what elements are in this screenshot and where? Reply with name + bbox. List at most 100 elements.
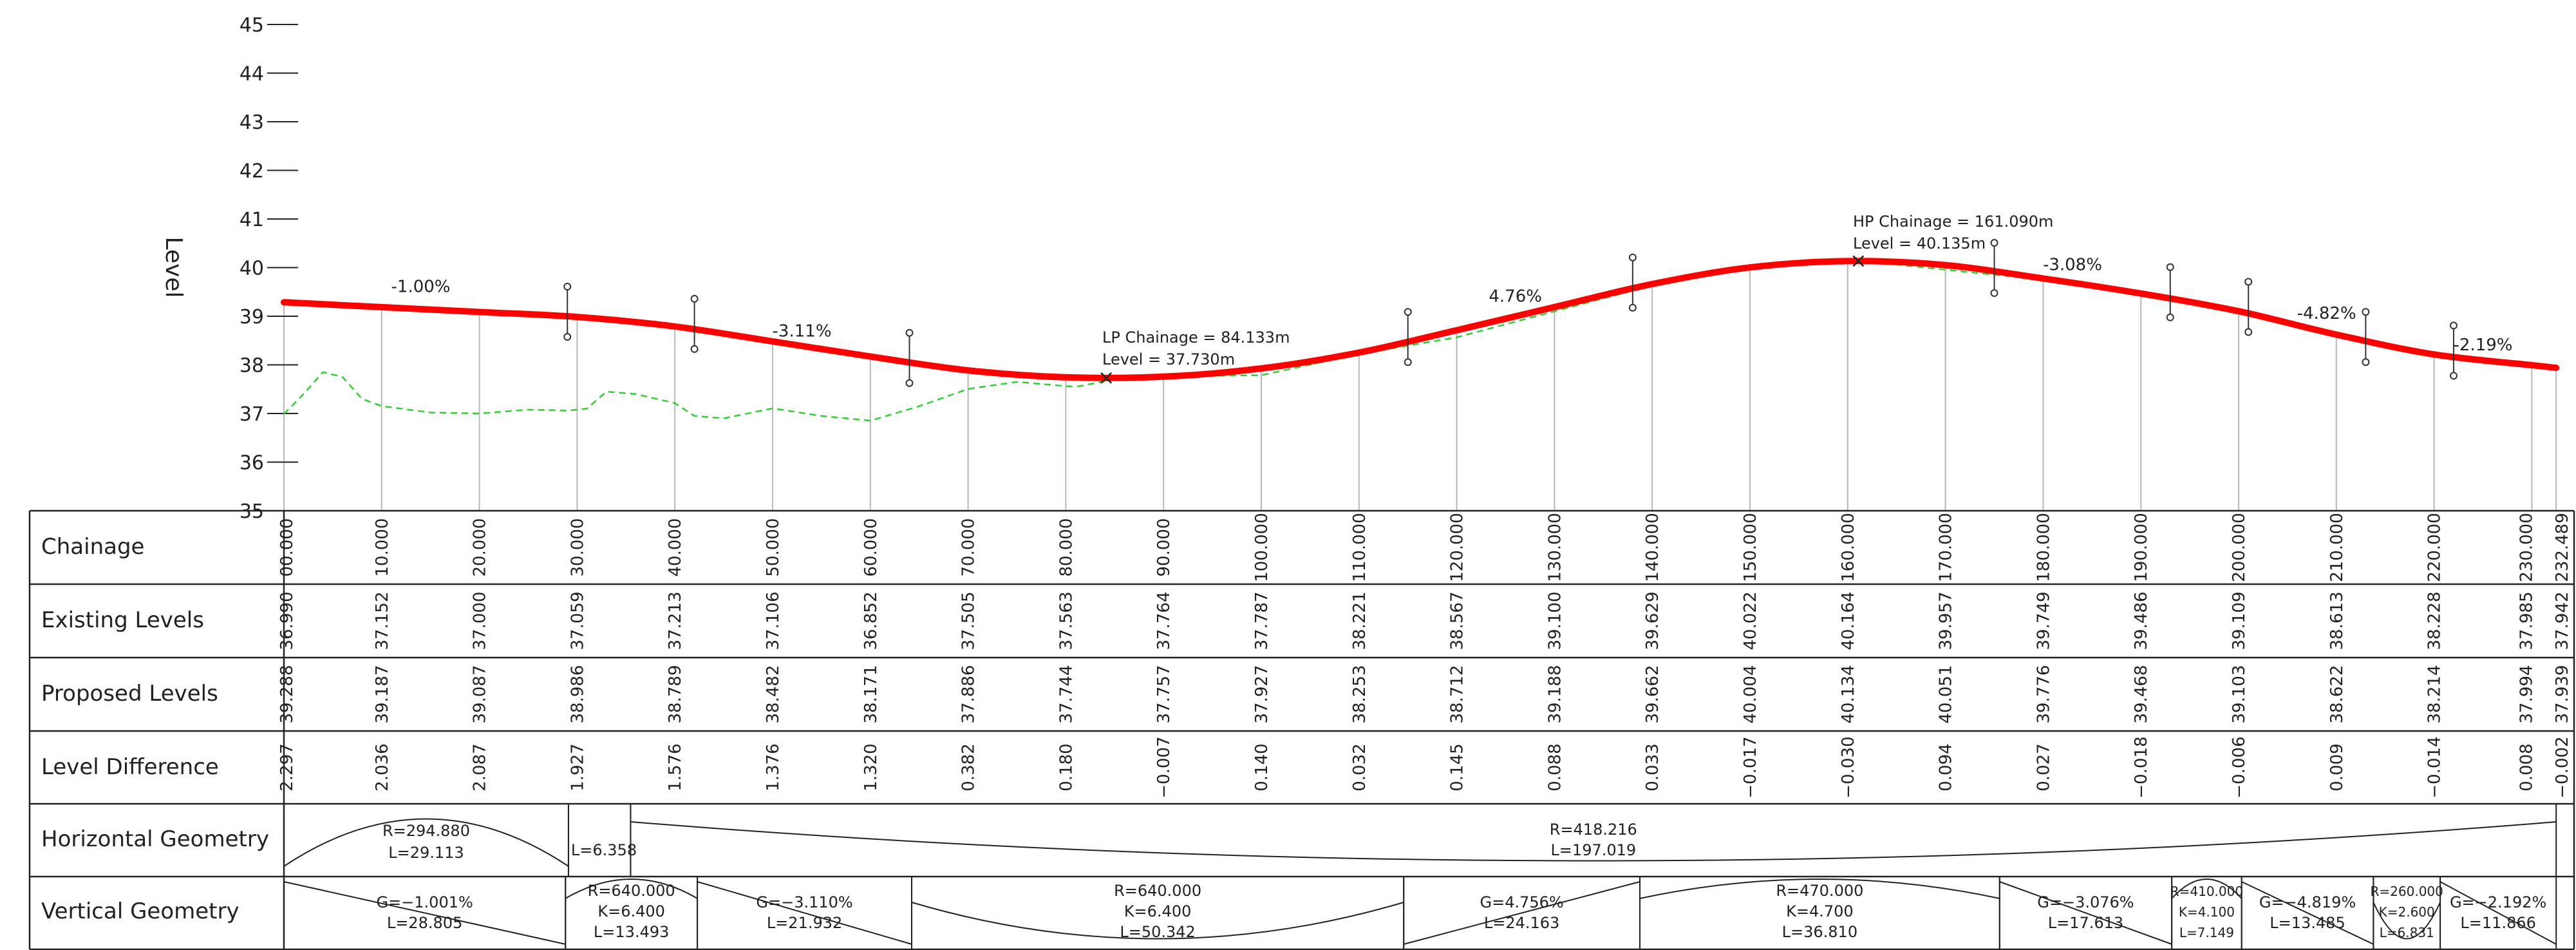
ip-marker [2362,308,2370,366]
ip-marker [905,328,914,387]
proposed-levels-layer [281,258,2560,381]
table-cell-existing: 39.749 [2034,592,2053,651]
grade-label: -2.19% [2454,336,2513,355]
ip-marker [2244,278,2253,336]
table-cell-diff: 0.088 [1545,743,1565,791]
proposed-levels-line [281,258,2560,381]
table-cell-chainage: 140.000 [1643,513,1662,582]
table-cell-diff: 1.576 [666,743,685,791]
table-cell-proposed: 37.994 [2517,665,2536,724]
vgeo-length: L=11.866 [2460,914,2535,932]
table-cell-chainage: 232.489 [2553,513,2572,582]
row-label-horizontal-geometry: Horizontal Geometry [41,826,269,852]
hgeo-length: L=197.019 [1550,841,1636,859]
vertical-geometry-segment: R=260.000 K=2.600 L=6.831 [2371,877,2443,949]
table-cell-proposed: 38.789 [666,665,685,724]
table-cell-chainage: 80.000 [1057,518,1076,577]
table-cell-proposed: 37.939 [2553,665,2572,724]
hgeo-length: L=6.358 [571,841,637,859]
table-cell-chainage: 200.000 [2230,513,2249,582]
table-cell-diff: 0.140 [1252,743,1272,791]
table-cell-existing: 37.059 [568,592,587,651]
vgeo-length: L=13.493 [594,923,669,941]
table-cell-existing: 39.109 [2230,592,2249,651]
table-cell-existing: 37.000 [471,592,490,651]
data-table-values: 00.000 36.990 39.288 2.297 10.000 37.152 39.18… [277,513,2572,798]
hgeo-radius: R=294.880 [382,822,470,840]
vgeo-k-value: K=6.400 [1124,902,1192,920]
vgeo-k-value: K=6.400 [597,902,665,920]
vgeo-length: L=7.149 [2179,925,2234,940]
ip-marker [1990,239,1998,298]
level-axis: 45 44 43 42 41 40 39 38 37 36 35 [240,14,298,523]
table-cell-chainage: 00.000 [277,518,297,577]
vertical-geometry-row: G=−1.001% L=28.805 R=640.000 K=6.400 L=13.49… [283,877,2557,949]
table-cell-existing: 36.990 [277,592,297,651]
vgeo-grade: G=−3.110% [756,893,852,911]
grade-labels-layer: -1.00% -3.11% 4.76% -3.08% -4.82% -2.19% [391,255,2513,355]
vgeo-k-value: K=4.700 [1786,902,1854,920]
table-cell-proposed: 39.187 [373,665,392,724]
axis-tick-label: 41 [240,209,264,231]
row-label-chainage: Chainage [41,534,144,560]
table-cell-diff: 2.297 [277,743,297,791]
row-label-level-difference: Level Difference [41,754,219,780]
table-cell-chainage: 70.000 [959,518,979,577]
table-cell-proposed: 38.986 [568,665,587,724]
hp-level-label: Level = 40.135m [1853,234,1986,252]
data-table-frame [28,509,2575,950]
vgeo-length: L=28.805 [387,914,462,932]
table-cell-chainage: 50.000 [764,518,783,577]
grade-label: -4.82% [2297,304,2356,323]
vertical-geometry-segment: G=−2.192% L=11.866 [2440,877,2557,949]
table-cell-existing: 37.985 [2517,592,2536,651]
hp-chainage-label: HP Chainage = 161.090m [1853,213,2053,231]
table-cell-existing: 37.942 [2553,592,2572,651]
vgeo-length: L=17.613 [2048,914,2123,932]
axis-tick-label: 42 [240,160,264,183]
vertical-geometry-segment: G=−1.001% L=28.805 [283,877,567,949]
table-cell-existing: 37.764 [1154,592,1174,651]
table-cell-diff: 0.032 [1350,743,1369,791]
row-label-vertical-geometry: Vertical Geometry [41,898,240,924]
table-cell-diff: 1.927 [568,743,587,791]
table-cell-existing: 38.221 [1350,592,1369,651]
table-cell-proposed: 37.886 [959,665,979,724]
horizontal-geometry-row: R=294.880 L=29.113 L=6.358 R=418.216 L=197.0… [283,804,2557,877]
table-cell-proposed: 37.927 [1252,665,1272,724]
vgeo-radius: R=470.000 [1776,882,1863,900]
axis-tick-label: 38 [240,355,264,377]
vertical-geometry-segment: G=−3.110% L=21.932 [697,877,913,949]
existing-levels-layer [283,258,2557,422]
table-cell-existing: 40.022 [1741,592,1760,651]
vertical-geometry-segment: G=−3.076% L=17.613 [1998,877,2173,949]
axis-tick-label: 36 [240,452,264,475]
table-cell-diff: 1.320 [861,743,881,791]
table-cell-existing: 39.629 [1643,592,1662,651]
axis-tick-label: 35 [240,500,264,523]
vgeo-radius: R=260.000 [2371,884,2443,899]
table-cell-diff: 0.180 [1057,743,1076,791]
grade-label: 4.76% [1489,287,1542,306]
table-cell-proposed: 38.214 [2425,665,2445,724]
table-cell-chainage: 210.000 [2327,513,2347,582]
ip-marker [2449,321,2458,380]
table-cell-proposed: 39.662 [1643,665,1662,724]
table-cell-proposed: 38.253 [1350,665,1369,724]
ip-marker [2166,263,2174,321]
table-cell-chainage: 20.000 [471,518,490,577]
vgeo-radius: R=410.000 [2170,884,2243,899]
table-cell-diff: −0.014 [2425,736,2445,798]
table-cell-existing: 37.505 [959,592,979,651]
table-cell-proposed: 40.004 [1741,665,1760,724]
table-cell-existing: 37.787 [1252,592,1272,651]
vgeo-k-value: K=2.600 [2379,904,2435,920]
ip-marker [563,283,572,341]
table-cell-diff: −0.007 [1154,736,1174,798]
grade-label: -3.08% [2043,255,2102,274]
table-cell-proposed: 39.087 [471,665,490,724]
existing-levels-line [283,258,2557,422]
vertical-geometry-segment: R=640.000 K=6.400 L=50.342 [911,877,1405,949]
vgeo-length: L=36.810 [1782,923,1857,941]
